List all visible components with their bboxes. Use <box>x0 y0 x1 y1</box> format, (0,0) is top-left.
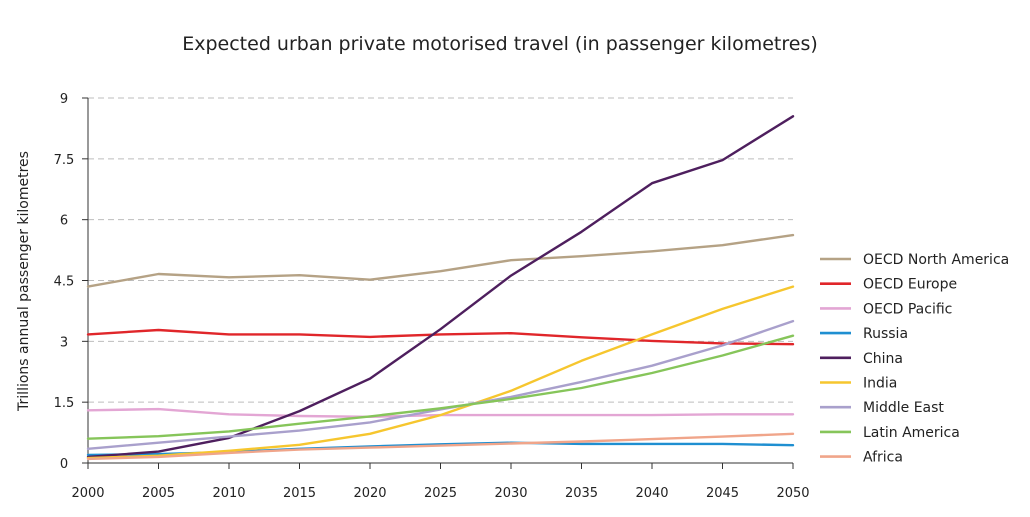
x-tick-label: 2020 <box>353 486 386 501</box>
y-tick-label: 4.5 <box>54 275 75 290</box>
series-line <box>86 334 795 440</box>
x-tick-label: 2010 <box>212 486 245 501</box>
y-tick-label: 9 <box>60 92 68 107</box>
legend-label: Latin America <box>863 425 960 441</box>
x-tick-label: 2015 <box>283 486 316 501</box>
x-tick-label: 2005 <box>142 486 175 501</box>
gridlines <box>88 97 793 403</box>
x-tick-label: 2050 <box>776 486 809 501</box>
x-tick-label: 2025 <box>424 486 457 501</box>
legend-label: China <box>863 351 903 367</box>
legend: OECD North America OECD Europe OECD Pacifi… <box>820 252 1009 466</box>
y-tick-label: 0 <box>60 457 68 472</box>
series-line <box>86 432 795 461</box>
x-tick-label: 2040 <box>635 486 668 501</box>
x-ticks: 2000 2005 2010 2015 2020 2025 2030 2035 2040 2045… <box>71 463 810 501</box>
legend-label: OECD Europe <box>863 277 957 293</box>
y-tick-label: 3 <box>60 335 68 350</box>
series-line <box>86 328 795 346</box>
y-tick-label: 7.5 <box>54 153 75 168</box>
x-tick-label: 2035 <box>565 486 598 501</box>
x-tick-label: 2030 <box>494 486 527 501</box>
legend-label: OECD North America <box>863 252 1009 268</box>
legend-label: Africa <box>863 450 903 466</box>
legend-label: Middle East <box>863 400 944 416</box>
series-line <box>86 285 795 460</box>
y-ticks: 0 1.5 3 4.5 6 7.5 9 <box>54 92 88 472</box>
x-tick-label: 2045 <box>706 486 739 501</box>
series-line <box>86 115 795 459</box>
y-tick-label: 1.5 <box>54 396 75 411</box>
legend-label: OECD Pacific <box>863 301 952 317</box>
y-axis-label: Trillions annual passenger kilometres <box>16 151 32 412</box>
chart-title: Expected urban private motorised travel … <box>182 33 818 55</box>
legend-label: India <box>863 376 897 392</box>
x-tick-label: 2000 <box>71 486 104 501</box>
series-lines <box>86 115 795 461</box>
series-line <box>86 319 795 450</box>
legend-label: Russia <box>863 326 908 342</box>
series-line <box>86 233 795 288</box>
y-tick-label: 6 <box>60 214 68 229</box>
